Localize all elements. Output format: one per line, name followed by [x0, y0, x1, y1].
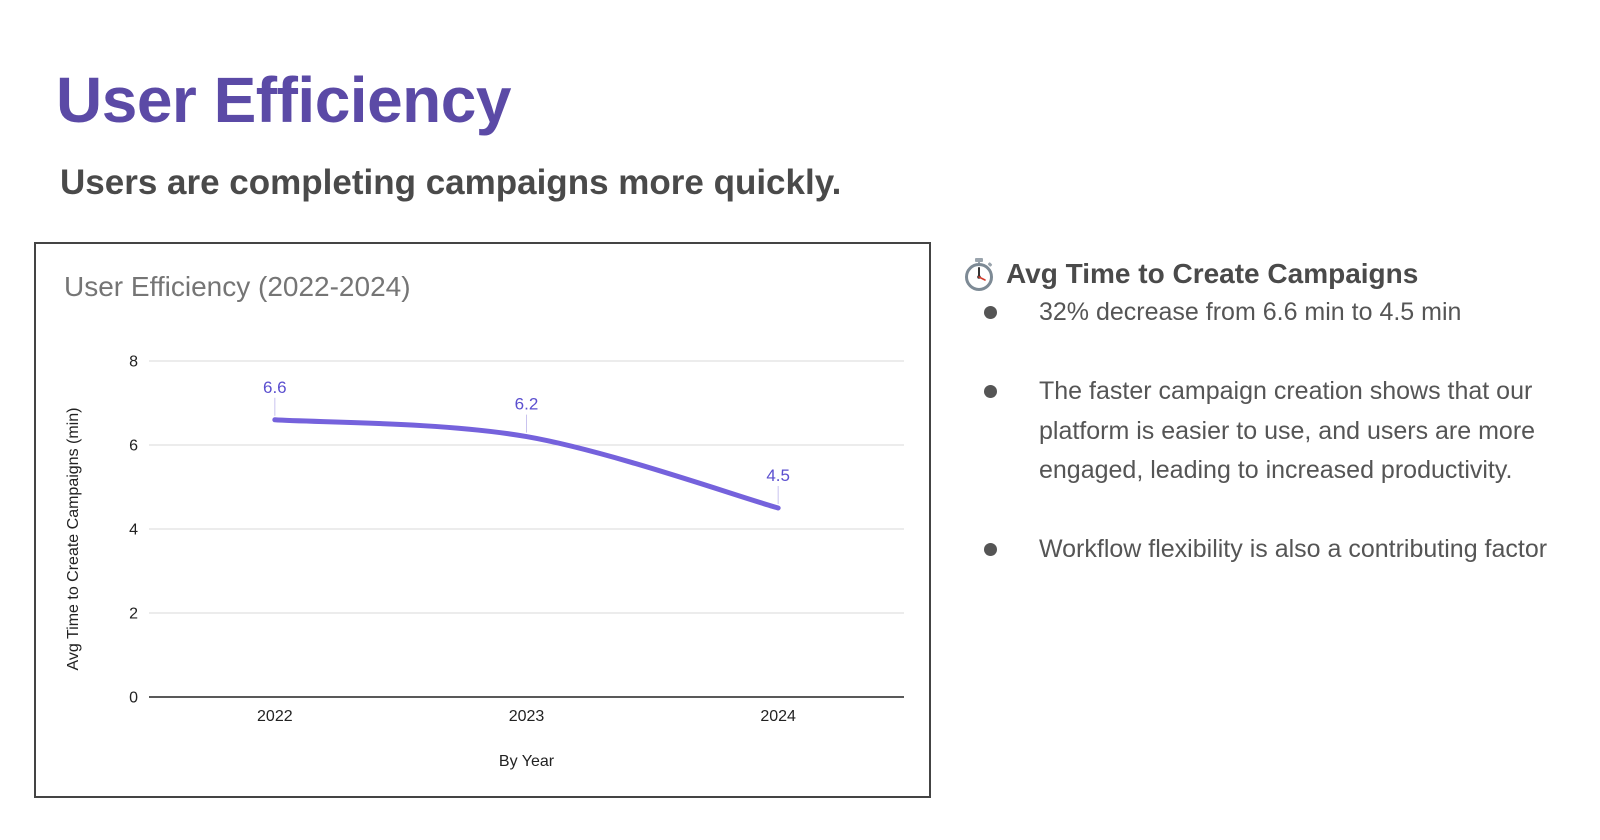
- slide-subtitle: Users are completing campaigns more quic…: [60, 163, 842, 202]
- chart-title: User Efficiency (2022-2024): [64, 271, 411, 302]
- x-tick-label: 2023: [509, 708, 545, 725]
- slide-title: User Efficiency: [56, 64, 511, 136]
- line-chart: User Efficiency (2022-2024) 0 2 4 6 8 2022 20…: [64, 271, 904, 770]
- y-tick-label: 8: [129, 354, 138, 371]
- y-tick-label: 2: [129, 606, 138, 623]
- x-tick-label: 2024: [760, 708, 796, 725]
- stopwatch-icon: [965, 257, 993, 291]
- insight-text: 32% decrease from 6.6 min to 4.5 min: [1039, 298, 1462, 327]
- data-label: 6.6: [263, 378, 287, 397]
- data-label: 4.5: [766, 466, 790, 485]
- insights-list: 32% decrease from 6.6 min to 4.5 min The…: [962, 293, 1582, 570]
- y-tick-label: 0: [129, 690, 138, 707]
- bullet-dot: [984, 306, 997, 320]
- chart-frame: User Efficiency (2022-2024) 0 2 4 6 8 2022 20…: [34, 242, 931, 798]
- y-tick-label: 6: [129, 438, 138, 455]
- insight-item: 32% decrease from 6.6 min to 4.5 min: [962, 293, 1582, 333]
- x-axis-label: By Year: [499, 753, 555, 770]
- insights-heading-text: Avg Time to Create Campaigns: [1006, 258, 1419, 289]
- insight-text: Workflow flexibility is also a contribut…: [1039, 535, 1548, 564]
- insight-item: The faster campaign creation shows that …: [962, 372, 1582, 491]
- data-label: 6.2: [515, 395, 539, 414]
- series-line: [272, 417, 781, 511]
- insight-item: Workflow flexibility is also a contribut…: [962, 530, 1582, 570]
- x-tick-label: 2022: [257, 708, 293, 725]
- bullet-dot: [984, 543, 997, 557]
- insights-panel: Avg Time to Create Campaigns 32% decreas…: [962, 254, 1582, 609]
- insights-heading: Avg Time to Create Campaigns: [962, 254, 1582, 293]
- y-axis-label: Avg Time to Create Campaigns (min): [65, 408, 82, 671]
- bullet-dot: [984, 385, 997, 399]
- insight-text: The faster campaign creation shows that …: [1039, 377, 1536, 485]
- y-tick-label: 4: [129, 522, 138, 539]
